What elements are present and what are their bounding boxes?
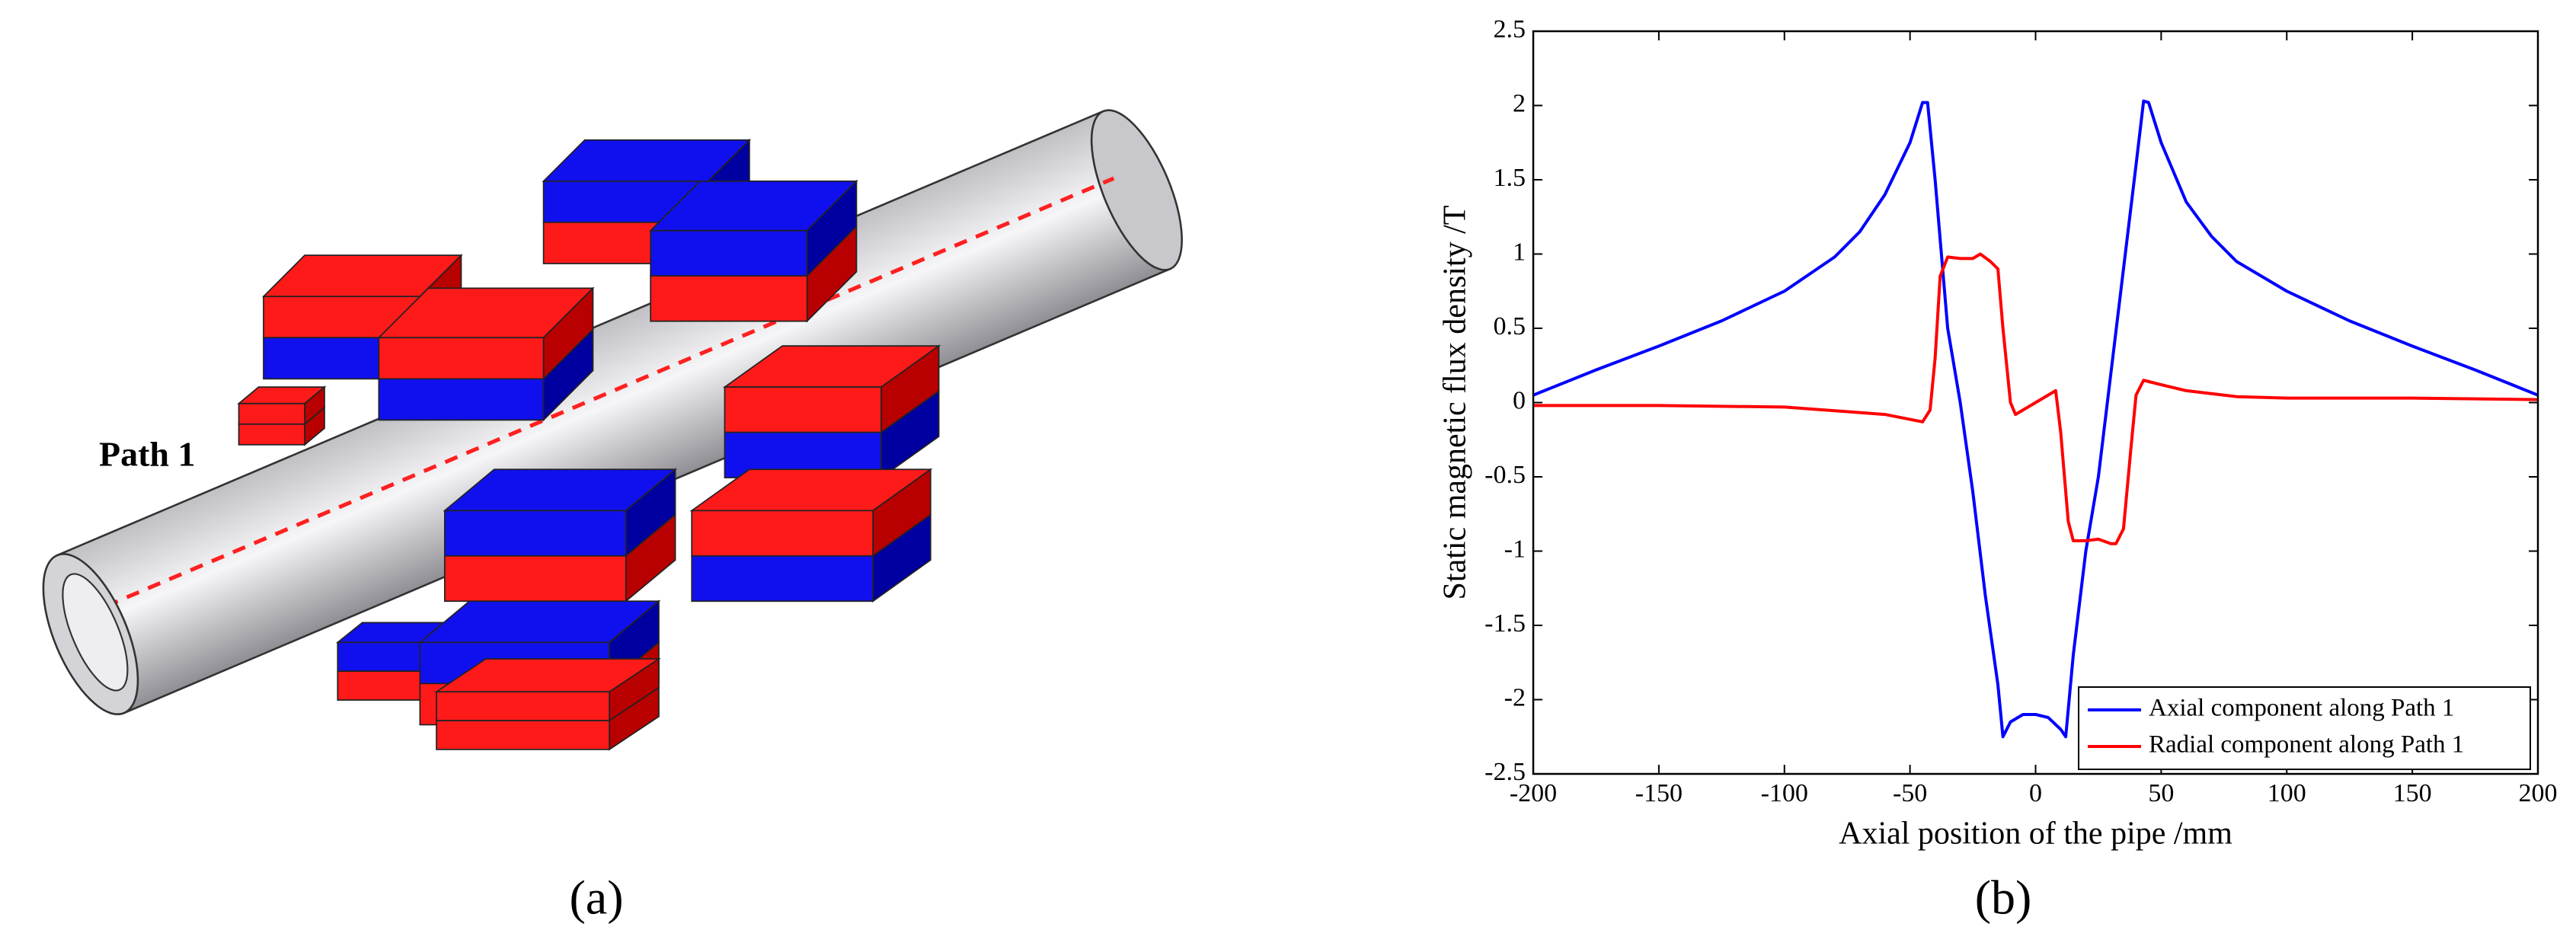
- magnets-front: [377, 179, 941, 751]
- magnet-front: [378, 337, 545, 380]
- legend-label: Radial component along Path 1: [2149, 731, 2464, 759]
- magnet-front: [436, 720, 610, 750]
- magnet-front: [724, 386, 882, 433]
- magnet-front: [238, 402, 305, 425]
- magnet-front: [650, 229, 808, 277]
- line: [1533, 252, 2538, 545]
- y-tick-label: -1.5: [1485, 609, 1526, 638]
- y-tick-label: 2: [1513, 89, 1526, 117]
- legend-label: Axial component along Path 1: [2149, 695, 2454, 722]
- pipe: [42, 109, 1183, 715]
- x-tick-label: -200: [1510, 779, 1557, 807]
- line: [1533, 99, 2538, 739]
- x-tick-label: 100: [2268, 779, 2306, 807]
- y-tick-label: -2.5: [1485, 758, 1526, 786]
- path-label: Path 1: [99, 435, 196, 474]
- y-tick-label: 1.5: [1494, 164, 1526, 192]
- legend-box: [2078, 686, 2531, 770]
- caption: (b): [1975, 871, 2032, 925]
- x-axis-label: Axial position of the pipe /mm: [1839, 817, 2232, 852]
- x-tick-label: -100: [1761, 779, 1808, 807]
- magnet-front: [443, 555, 627, 603]
- magnet-front: [238, 423, 305, 446]
- magnet-front: [443, 510, 627, 557]
- magnet-front: [691, 555, 874, 603]
- magnet-front: [691, 510, 874, 557]
- magnet-front: [337, 641, 430, 673]
- series-lines: [1533, 99, 2538, 739]
- caption: (a): [569, 871, 623, 925]
- y-tick-label: 2.5: [1494, 15, 1526, 43]
- x-tick-label: 0: [2029, 779, 2042, 807]
- y-tick-label: 0.5: [1494, 312, 1526, 340]
- x-tick-label: -50: [1893, 779, 1927, 807]
- y-tick-label: 0: [1513, 386, 1526, 414]
- magnet-front: [337, 670, 430, 701]
- axes-frame: [1532, 30, 2539, 775]
- y-axis-label: Static magnetic flux density /T: [1438, 206, 1473, 600]
- y-tick-label: -2: [1504, 683, 1526, 711]
- x-tick-label: 200: [2519, 779, 2558, 807]
- y-tick-label: 1: [1513, 238, 1526, 266]
- x-tick-label: -150: [1635, 779, 1683, 807]
- y-tick-label: -1: [1504, 535, 1526, 563]
- x-tick-label: 50: [2148, 779, 2174, 807]
- y-tick-label: -0.5: [1485, 461, 1526, 489]
- magnet-front: [436, 691, 610, 721]
- magnet-front: [378, 378, 545, 421]
- x-tick-label: 150: [2393, 779, 2432, 807]
- illustration: [42, 109, 1183, 751]
- magnet-front: [650, 275, 808, 322]
